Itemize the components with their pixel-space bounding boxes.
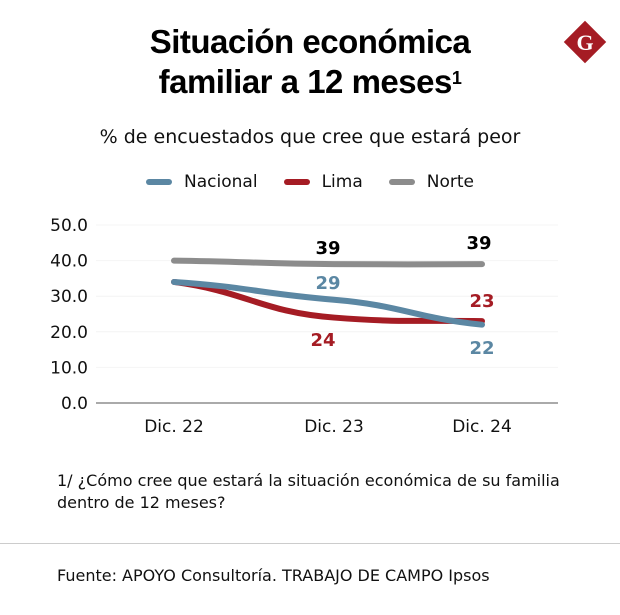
x-tick-label: Dic. 22 — [144, 417, 204, 437]
data-label-lima: 23 — [469, 291, 494, 312]
chart-title: Situación económica familiar a 12 meses1 — [0, 22, 620, 102]
y-tick-label: 30.0 — [50, 287, 88, 307]
legend-label-nacional: Nacional — [184, 172, 258, 192]
footnote: 1/ ¿Cómo cree que estará la situación ec… — [57, 471, 560, 512]
y-tick-label: 40.0 — [50, 252, 88, 272]
x-tick-label: Dic. 23 — [304, 417, 364, 437]
y-tick-label: 10.0 — [50, 358, 88, 378]
data-label-norte: 39 — [466, 233, 491, 254]
title-line-1: Situación económica — [149, 23, 471, 60]
data-label-lima: 24 — [310, 330, 335, 351]
line-chart: 0.0 10.0 20.0 30.0 40.0 50.0 Dic. 22 Dic. 23 Dic… — [50, 216, 558, 437]
brand-logo-icon: G — [563, 20, 607, 64]
series-line-nacional — [171, 278, 485, 328]
legend-item-norte: Norte — [388, 172, 474, 192]
data-label-norte: 39 — [315, 238, 340, 259]
series-line-norte — [171, 257, 485, 268]
legend-swatch-lima — [283, 179, 310, 185]
legend: Nacional Lima Norte — [0, 172, 620, 192]
legend-label-norte: Norte — [426, 172, 474, 192]
legend-label-lima: Lima — [321, 172, 363, 192]
data-label-nacional: 22 — [469, 338, 494, 359]
data-label-nacional: 29 — [315, 273, 340, 294]
legend-swatch-norte — [388, 179, 415, 185]
logo-letter: G — [576, 30, 593, 55]
y-tick-label: 50.0 — [50, 216, 88, 236]
legend-swatch-nacional — [146, 179, 173, 185]
y-tick-label: 0.0 — [61, 394, 88, 414]
source-note: Fuente: APOYO Consultoría. TRABAJO DE CA… — [57, 566, 490, 585]
chart-subtitle: % de encuestados que cree que estará peo… — [99, 126, 521, 148]
divider — [0, 543, 620, 544]
title-line-2: familiar a 12 meses1 — [158, 63, 462, 100]
legend-item-lima: Lima — [283, 172, 363, 192]
series-line-lima — [171, 278, 485, 325]
x-tick-label: Dic. 24 — [452, 417, 512, 437]
title-superscript: 1 — [451, 68, 462, 88]
legend-item-nacional: Nacional — [146, 172, 258, 192]
y-tick-label: 20.0 — [50, 323, 88, 343]
